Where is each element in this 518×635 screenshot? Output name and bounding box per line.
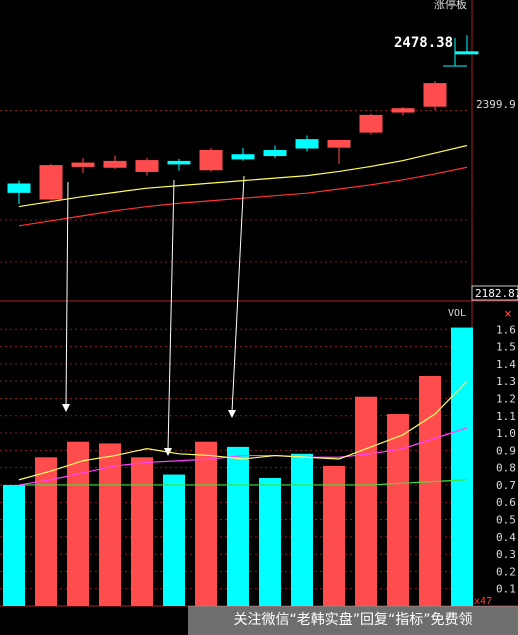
candle-body-up — [391, 108, 415, 113]
annotation-arrow-line — [65, 181, 69, 407]
volume-bar — [323, 465, 345, 606]
candle-body-down — [295, 139, 319, 149]
volume-bar — [419, 375, 441, 606]
candle-body-up — [103, 160, 127, 168]
candle-body-down — [263, 150, 287, 157]
volume-tick-label: 1.6 — [496, 323, 516, 336]
vol-legend-label: VOL — [448, 308, 466, 319]
volume-bar — [451, 327, 473, 606]
candle-body-up — [327, 139, 351, 148]
candle-body-up — [71, 162, 95, 167]
volume-tick-label: 0.7 — [496, 479, 516, 492]
annotation-arrow-line — [231, 175, 245, 413]
volume-bar — [387, 414, 409, 606]
ma-short-line — [18, 144, 468, 208]
volume-tick-label: 1.3 — [496, 375, 516, 388]
volume-bar — [291, 453, 313, 606]
volume-bar — [67, 441, 89, 606]
volume-tick-label: 0.8 — [496, 462, 516, 475]
close-icon: × — [504, 307, 512, 322]
candle-body-down — [167, 160, 191, 165]
candle-body-up — [359, 114, 383, 133]
vol-ma1-line — [18, 380, 468, 481]
annotation-arrow-head — [228, 410, 236, 418]
low-price-box — [471, 285, 518, 301]
candle-body-up — [39, 165, 63, 200]
volume-tick-label: 0.4 — [496, 531, 516, 544]
candle-body-down — [7, 183, 31, 193]
volume-tick-label: 1.4 — [496, 358, 516, 371]
candle-body-up — [199, 150, 223, 171]
current-price-label: 2478.38 — [394, 35, 453, 51]
annotation-arrow-line — [167, 179, 175, 451]
annotation-arrow-head — [164, 448, 172, 456]
low-price-label: 2182.87 — [475, 287, 518, 300]
volume-tick-label: 0.6 — [496, 496, 516, 509]
watermark-banner: 关注微信“老韩实盘”回复“指标”免费领 — [188, 606, 518, 635]
volume-bar — [259, 478, 281, 606]
volume-tick-label: 0.3 — [496, 548, 516, 561]
vol-ma2-line — [18, 427, 468, 486]
volume-tick-label: 1.1 — [496, 410, 516, 423]
volume-bar — [35, 457, 57, 606]
volume-tick-label: 0.5 — [496, 514, 516, 527]
vol-ma3-line — [19, 479, 468, 486]
candle-body-down — [455, 51, 479, 55]
volume-bar — [227, 446, 249, 606]
volume-bar — [355, 396, 377, 606]
volume-bar — [3, 484, 25, 606]
volume-tick-label: 1.0 — [496, 427, 516, 440]
volume-tick-label: 0.9 — [496, 444, 516, 457]
volume-tick-label: 0.2 — [496, 565, 516, 578]
limit-up-label: 涨停板 — [434, 0, 467, 11]
volume-bar — [99, 443, 121, 606]
volume-tick-label: 1.2 — [496, 392, 516, 405]
volume-tick-label: 1.5 — [496, 341, 516, 354]
annotation-arrow-head — [62, 404, 70, 412]
volume-tick-label: 0.1 — [496, 583, 516, 596]
candle-body-up — [135, 160, 159, 172]
volume-bar — [131, 457, 153, 606]
candle-body-up — [423, 83, 447, 107]
price-tick-label: 2399.9 — [476, 98, 516, 111]
volume-unit-label: x47 — [474, 596, 492, 607]
candle-body-down — [231, 154, 255, 160]
volume-bar — [195, 441, 217, 606]
volume-bar — [163, 474, 185, 606]
